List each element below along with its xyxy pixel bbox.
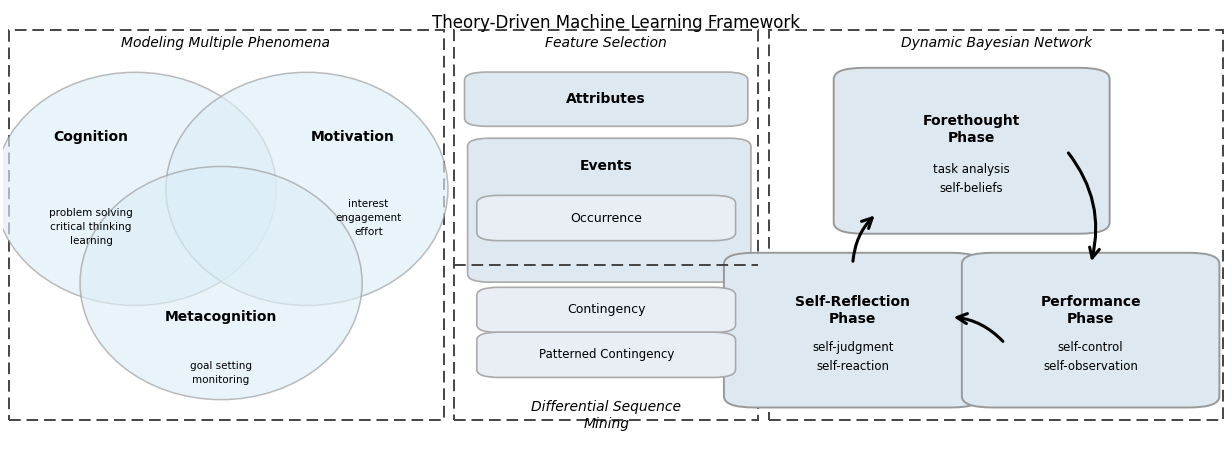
FancyBboxPatch shape <box>962 253 1220 408</box>
Text: Metacognition: Metacognition <box>165 310 277 324</box>
Text: task analysis
self-beliefs: task analysis self-beliefs <box>934 163 1010 196</box>
Text: Events: Events <box>580 159 632 173</box>
Text: Forethought
Phase: Forethought Phase <box>923 114 1020 145</box>
Text: Performance
Phase: Performance Phase <box>1040 295 1141 326</box>
Text: Modeling Multiple Phenomena: Modeling Multiple Phenomena <box>122 36 330 50</box>
Text: self-control
self-observation: self-control self-observation <box>1044 340 1138 373</box>
Ellipse shape <box>166 72 448 306</box>
Text: Feature Selection: Feature Selection <box>546 36 667 50</box>
Text: self-judgment
self-reaction: self-judgment self-reaction <box>812 340 893 373</box>
Text: Motivation: Motivation <box>310 130 394 144</box>
Text: goal setting
monitoring: goal setting monitoring <box>190 361 253 385</box>
Text: Contingency: Contingency <box>567 303 646 316</box>
Ellipse shape <box>0 72 276 306</box>
FancyBboxPatch shape <box>477 332 736 377</box>
FancyBboxPatch shape <box>724 253 982 408</box>
Text: Dynamic Bayesian Network: Dynamic Bayesian Network <box>901 36 1092 50</box>
Text: Occurrence: Occurrence <box>570 212 642 225</box>
FancyBboxPatch shape <box>477 195 736 241</box>
Text: Attributes: Attributes <box>567 92 646 106</box>
Text: Differential Sequence
Mining: Differential Sequence Mining <box>531 400 681 431</box>
Text: Self-Reflection
Phase: Self-Reflection Phase <box>795 295 910 326</box>
FancyBboxPatch shape <box>468 138 752 282</box>
FancyBboxPatch shape <box>834 68 1110 234</box>
FancyBboxPatch shape <box>464 72 748 126</box>
Text: Theory-Driven Machine Learning Framework: Theory-Driven Machine Learning Framework <box>432 14 800 32</box>
Text: Patterned Contingency: Patterned Contingency <box>538 348 674 361</box>
Text: Cognition: Cognition <box>53 130 128 144</box>
Text: problem solving
critical thinking
learning: problem solving critical thinking learni… <box>49 208 133 246</box>
Ellipse shape <box>80 167 362 400</box>
FancyBboxPatch shape <box>477 287 736 333</box>
Text: interest
engagement
effort: interest engagement effort <box>335 199 402 237</box>
